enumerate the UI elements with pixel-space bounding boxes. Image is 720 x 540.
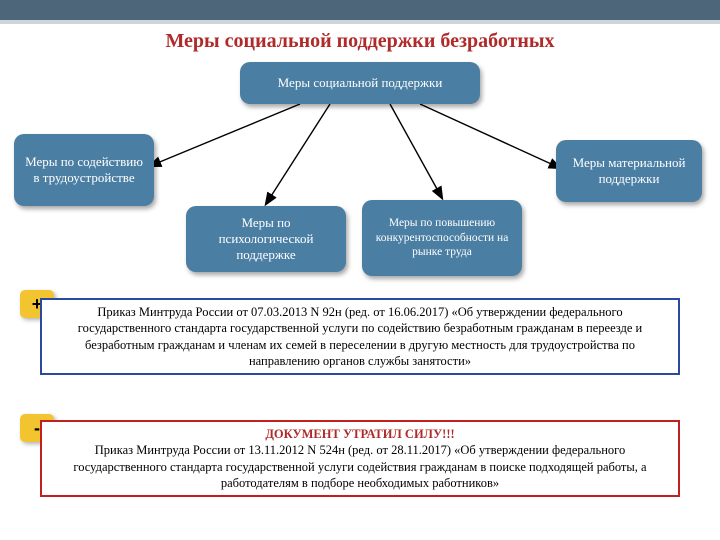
document-valid-box: Приказ Минтруда России от 07.03.2013 N 9…	[40, 298, 680, 375]
node-child: Меры по повышению конкурентоспособности …	[362, 200, 522, 276]
document-invalid-label: ДОКУМЕНТ УТРАТИЛ СИЛУ!!!	[265, 427, 454, 441]
document-valid-text: Приказ Минтруда России от 07.03.2013 N 9…	[78, 305, 642, 368]
node-child: Меры по содействию в трудоустройстве	[14, 134, 154, 206]
document-invalid-box: ДОКУМЕНТ УТРАТИЛ СИЛУ!!! Приказ Минтруда…	[40, 420, 680, 497]
node-child: Меры по психологической поддержке	[186, 206, 346, 272]
header-band	[0, 0, 720, 20]
node-child: Меры материальной поддержки	[556, 140, 702, 202]
node-root: Меры социальной поддержки	[240, 62, 480, 104]
header-accent	[0, 20, 720, 24]
document-invalid-text: Приказ Минтруда России от 13.11.2012 N 5…	[73, 443, 646, 490]
page-title: Меры социальной поддержки безработных	[0, 30, 720, 53]
